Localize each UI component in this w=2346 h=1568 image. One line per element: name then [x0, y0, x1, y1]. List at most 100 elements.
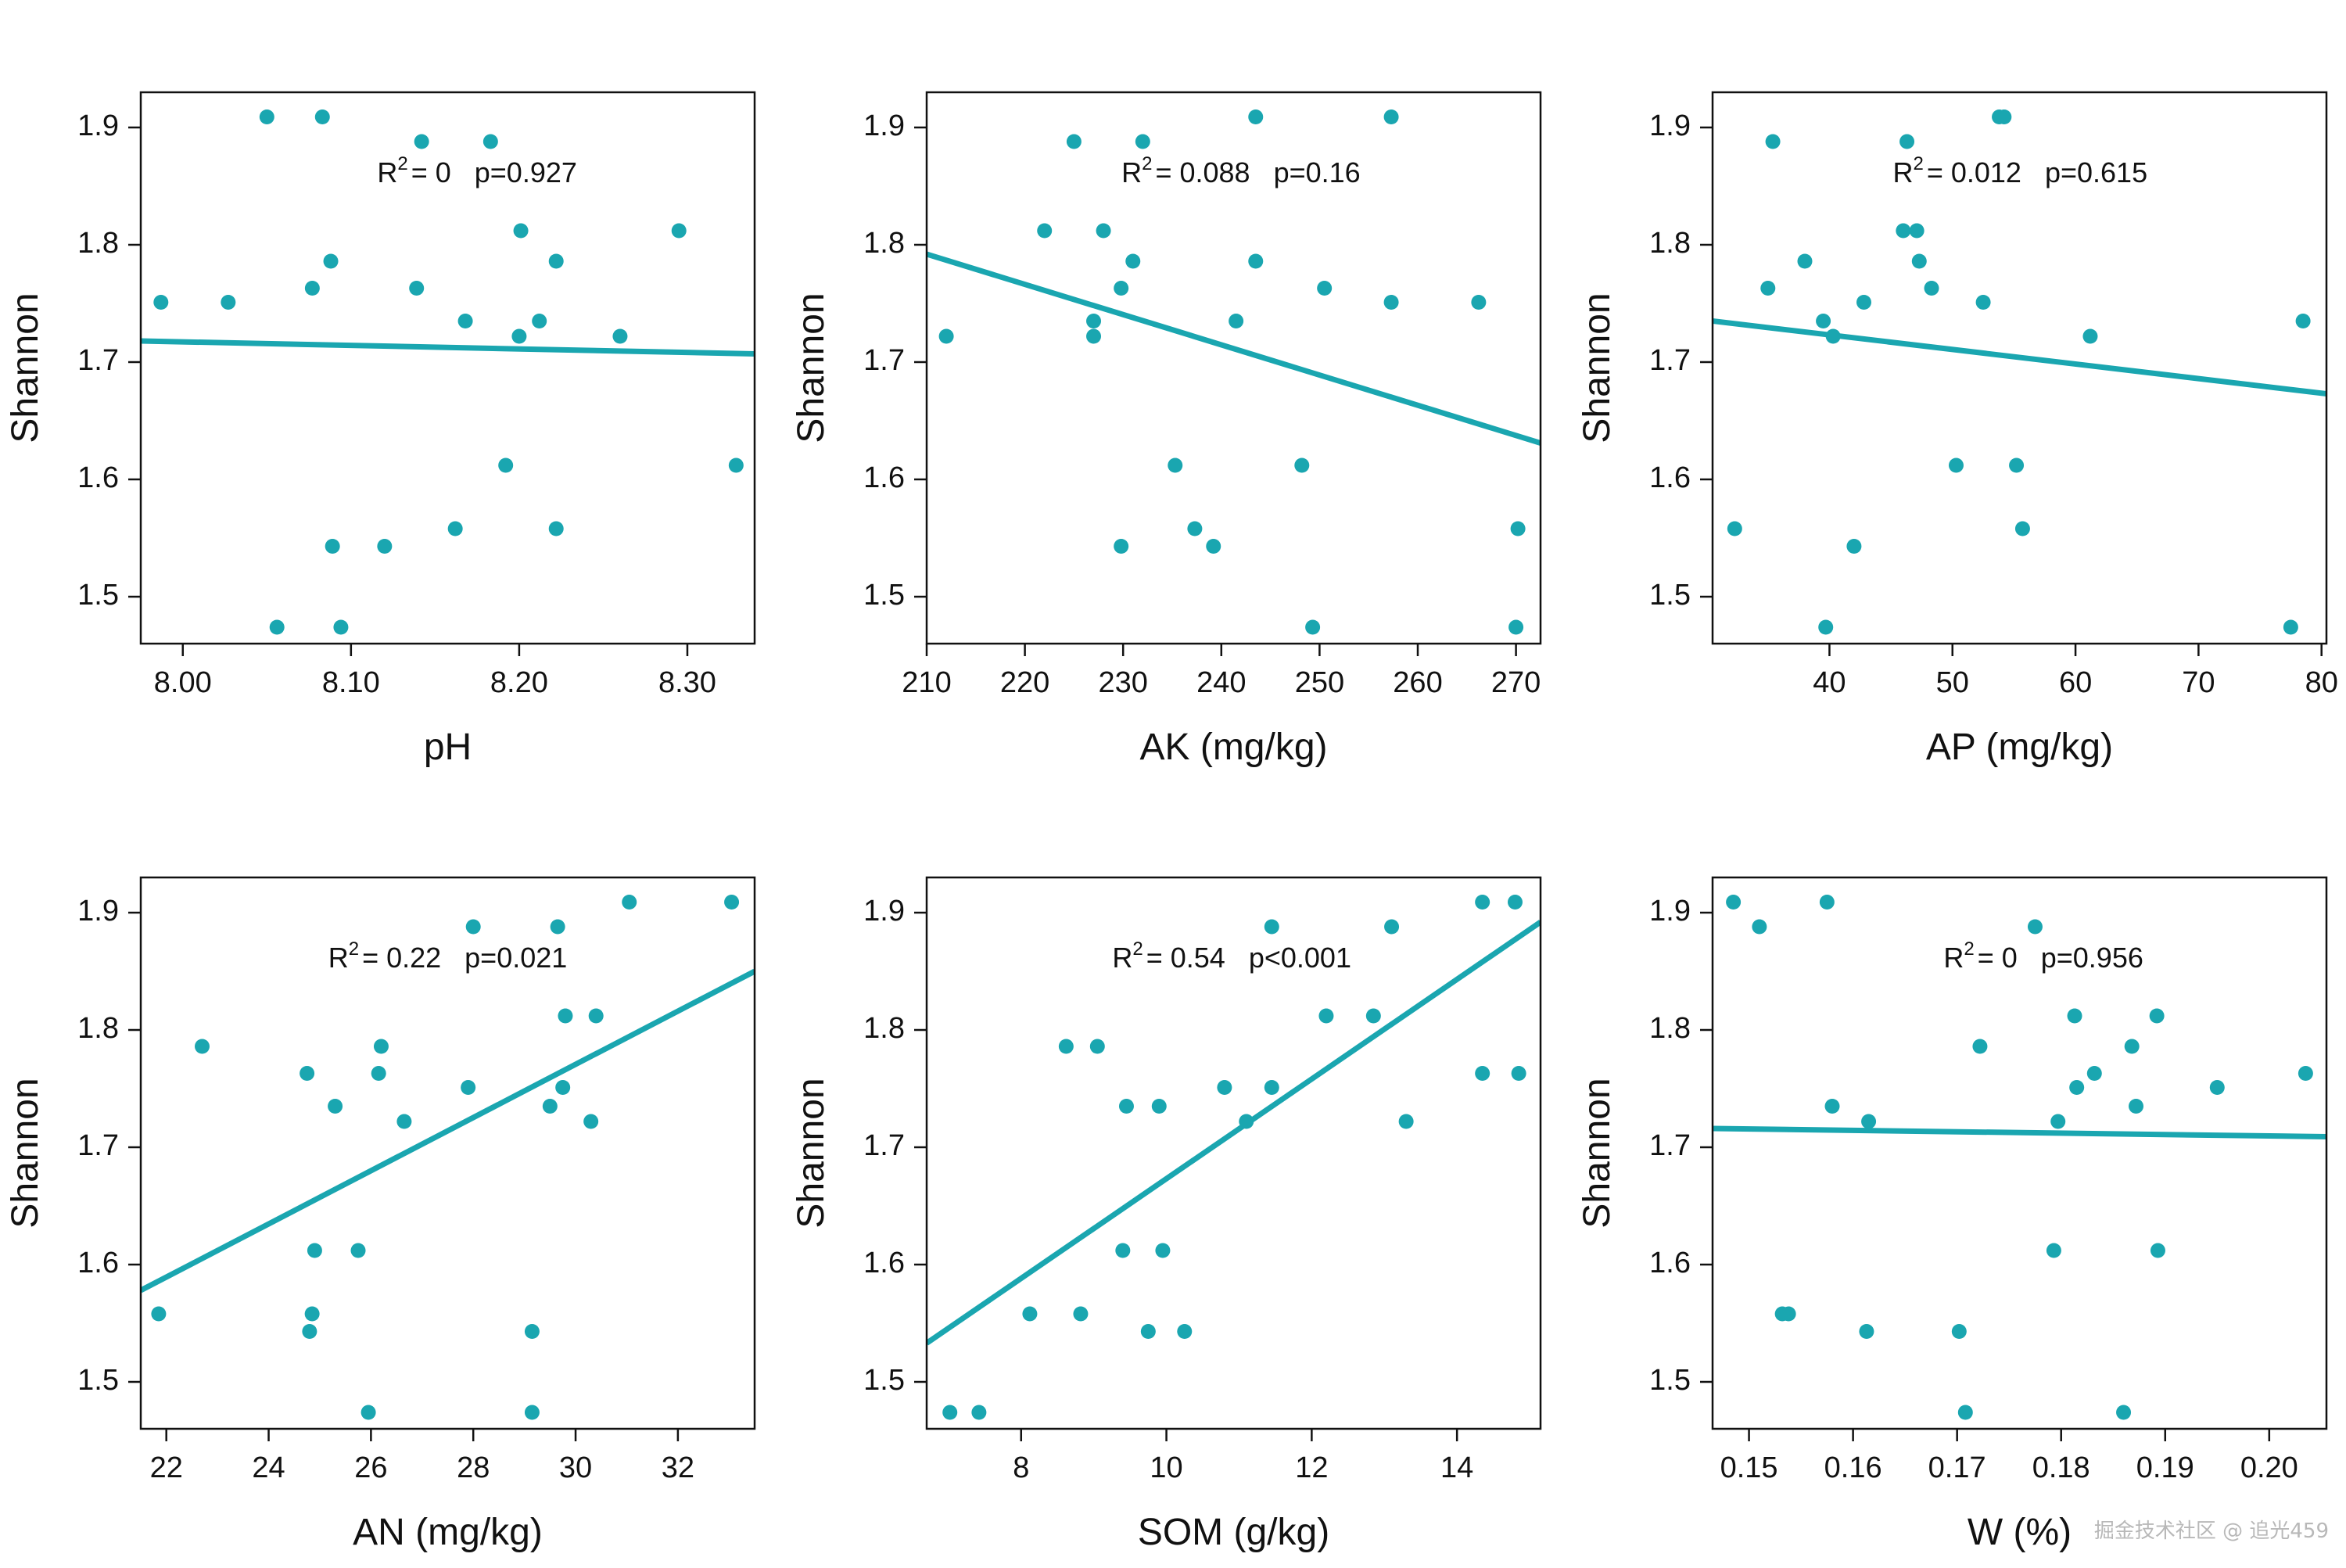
r2-label: R [1121, 156, 1142, 188]
data-point [1471, 295, 1487, 310]
data-point [1909, 223, 1925, 239]
r2-label: R [1892, 156, 1913, 188]
y-axis-label: Shannon [791, 292, 832, 443]
y-tick-label: 1.8 [77, 1012, 119, 1045]
data-point [195, 1039, 210, 1054]
y-tick-label: 1.6 [863, 461, 905, 494]
stats-annotation: R2 = 0.22 p=0.021 [328, 938, 568, 974]
r2-label: R [328, 942, 349, 974]
data-point [542, 1099, 558, 1114]
x-tick-label: 40 [1813, 666, 1846, 699]
data-point [259, 109, 274, 124]
plot-frame [139, 876, 756, 1430]
data-point [1816, 314, 1831, 328]
data-point [333, 619, 349, 635]
data-point [1066, 134, 1082, 149]
r2-superscript: 2 [397, 153, 407, 174]
x-axis-label: AK (mg/kg) [1139, 727, 1327, 768]
r2-label: R [1112, 942, 1132, 974]
data-point [532, 314, 547, 328]
r2-value: = 0 [411, 156, 451, 188]
data-point [1861, 1114, 1877, 1129]
data-point [2009, 457, 2025, 473]
y-tick-label: 1.7 [1649, 1129, 1691, 1162]
data-point [1037, 223, 1053, 239]
plot-frame [925, 91, 1542, 645]
data-point [1475, 895, 1490, 910]
y-tick-label: 1.7 [863, 1129, 905, 1162]
y-tick-label: 1.9 [77, 109, 119, 142]
data-point [350, 1243, 366, 1258]
data-point [1899, 134, 1915, 149]
data-point [325, 539, 340, 554]
data-point [1859, 1324, 1874, 1339]
data-point [1305, 619, 1321, 635]
y-tick-label: 1.7 [77, 344, 119, 377]
data-point [524, 1324, 540, 1339]
data-point [447, 521, 463, 536]
y-tick-label: 1.5 [77, 1364, 119, 1397]
data-point [1118, 1099, 1134, 1114]
data-point [1384, 919, 1400, 935]
x-tick-label: 8.10 [322, 666, 380, 699]
data-point [938, 328, 954, 344]
x-tick-label: 32 [662, 1451, 694, 1484]
p-value: p<0.001 [1249, 942, 1351, 974]
chart-panel-3: 1.5 1.6 1.7 1.8 1.9 40 50 60 70 80 AP (mg/kg) Shann… [1577, 91, 2338, 768]
data-point [1972, 1039, 1988, 1054]
data-point [2209, 1080, 2225, 1095]
r2-value: = 0.54 [1146, 942, 1225, 974]
data-point [1318, 1008, 1334, 1024]
data-point [1475, 1066, 1490, 1081]
y-tick-label: 1.8 [1649, 227, 1691, 260]
x-tick-label: 0.20 [2240, 1451, 2298, 1484]
x-tick-label: 0.15 [1720, 1451, 1778, 1484]
r2-superscript: 2 [1964, 938, 1974, 960]
y-tick-label: 1.9 [1649, 109, 1691, 142]
regression-line [141, 968, 755, 1294]
data-point [724, 895, 740, 910]
x-tick-label: 14 [1440, 1451, 1473, 1484]
data-point [1206, 539, 1221, 554]
x-tick-label: 28 [457, 1451, 490, 1484]
data-point [461, 1080, 476, 1095]
data-point [1896, 223, 1911, 239]
data-point [555, 1080, 571, 1095]
r2-value: = 0.22 [362, 942, 441, 974]
y-tick-label: 1.5 [1649, 1364, 1691, 1397]
r2-superscript: 2 [349, 938, 359, 960]
chart-panel-4: 1.5 1.6 1.7 1.8 1.9 22 24 26 28 30 32 AN (mg/kg) Sha… [5, 876, 756, 1553]
r2-superscript: 2 [1132, 938, 1143, 960]
data-point [414, 134, 429, 149]
data-point [2069, 1080, 2085, 1095]
r2-value: = 0.088 [1155, 156, 1250, 188]
data-point [323, 253, 339, 269]
plot-frame [1711, 91, 2328, 645]
watermark-text: 掘金技术社区 @ 追光459 [2093, 1520, 2329, 1543]
y-tick-label: 1.5 [77, 579, 119, 612]
x-tick-label: 220 [1000, 666, 1049, 699]
data-point [1114, 281, 1129, 296]
data-point [2027, 919, 2043, 935]
data-point [1089, 1039, 1105, 1054]
data-point [1264, 919, 1279, 935]
data-point [1022, 1306, 1038, 1322]
r2-label: R [377, 156, 397, 188]
data-point [2116, 1405, 2132, 1420]
data-point [153, 295, 169, 310]
x-axis-label: AP (mg/kg) [1926, 727, 2113, 768]
data-point [671, 223, 687, 239]
y-tick-label: 1.6 [1649, 1247, 1691, 1279]
chart-panel-5: 1.5 1.6 1.7 1.8 1.9 8 10 12 14 SOM (g/kg) Shannon R… [791, 876, 1542, 1553]
data-point [2283, 619, 2298, 635]
data-point [1168, 457, 1183, 473]
data-point [612, 328, 628, 344]
regression-line [141, 338, 755, 357]
y-tick-label: 1.9 [863, 109, 905, 142]
y-axis-label: Shannon [1577, 292, 1618, 443]
data-point [1996, 109, 2012, 124]
x-tick-label: 80 [2305, 666, 2338, 699]
x-tick-label: 26 [354, 1451, 387, 1484]
data-point [2050, 1114, 2066, 1129]
x-tick-label: 0.17 [1928, 1451, 1986, 1484]
